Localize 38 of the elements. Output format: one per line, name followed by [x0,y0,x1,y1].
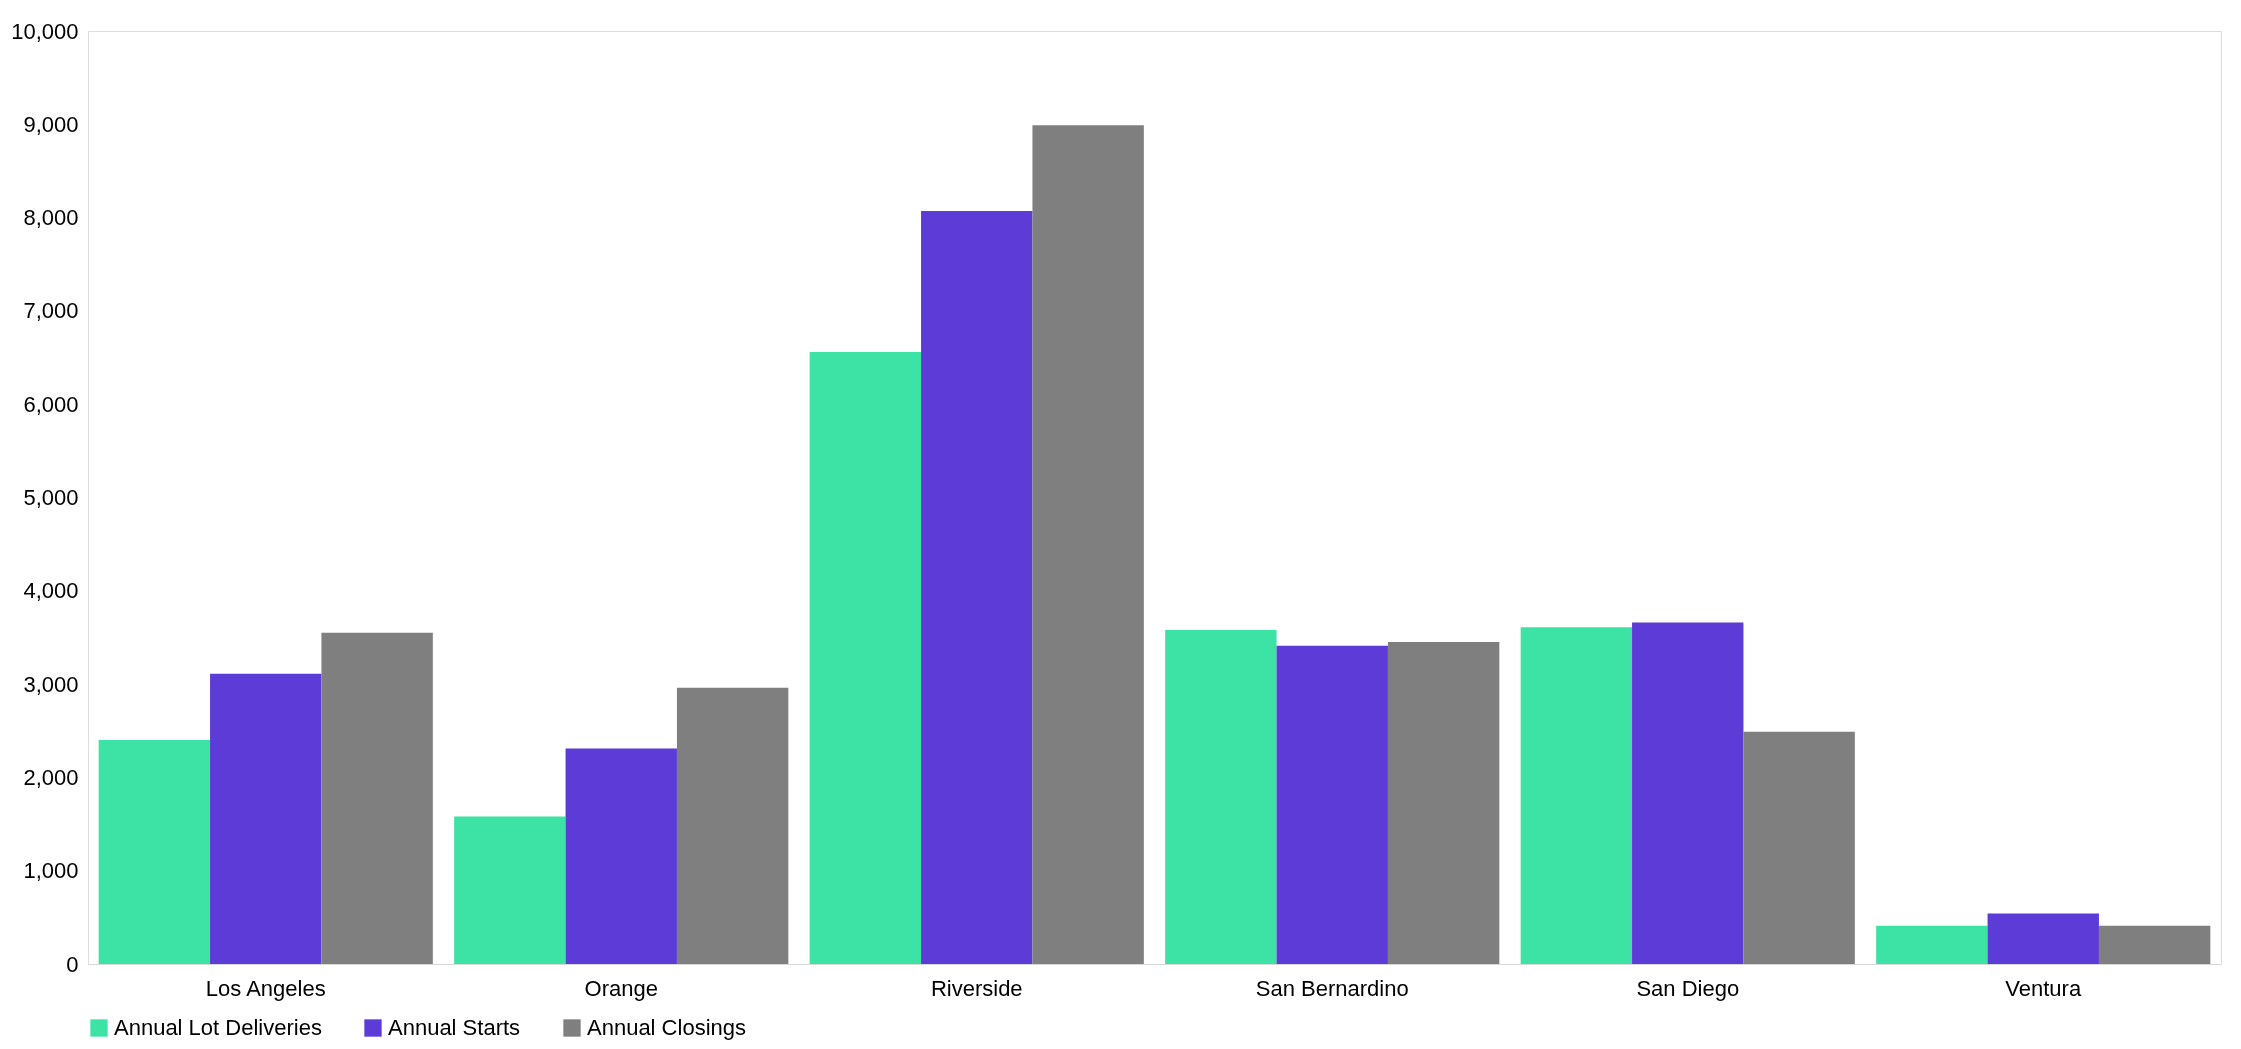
y-tick-label: 0 [66,951,79,977]
legend-label: Annual Closings [587,1015,746,1040]
x-tick-label: Ventura [2005,975,2082,1001]
x-tick-label: Los Angeles [205,975,326,1001]
y-tick-label: 1,000 [23,858,79,884]
x-tick-label: Riverside [930,975,1023,1001]
y-tick-label: 8,000 [23,205,79,231]
legend-label: Annual Starts [388,1015,521,1040]
x-tick-label: Orange [584,975,658,1001]
bar [210,673,322,964]
y-tick-label: 5,000 [23,485,79,510]
y-tick-label: 9,000 [23,111,79,137]
y-tick-label: 10,000 [11,18,79,44]
bar [2098,925,2211,964]
bar [1876,925,1988,964]
bar [1520,627,1633,964]
bar [921,211,1033,964]
y-tick-label: 4,000 [23,578,79,604]
y-tick-label: 3,000 [23,671,79,697]
bar [565,748,677,964]
y-tick-label: 2,000 [23,764,79,790]
bar [676,687,789,964]
bar [454,816,566,964]
y-tick-label: 6,000 [23,391,79,417]
bar [1987,913,2099,964]
y-tick-label: 7,000 [23,298,79,324]
bar [1387,642,1500,964]
bar [1276,645,1388,964]
bar [98,740,211,964]
bar [1165,629,1277,964]
bar [809,351,922,964]
bar [1743,731,1855,964]
x-tick-label: San Diego [1636,975,1740,1001]
x-tick-label: San Bernardino [1255,975,1409,1001]
bar [321,632,433,964]
bar [1632,622,1744,964]
legend-label: Annual Lot Deliveries [114,1015,322,1040]
bar [1032,125,1144,964]
